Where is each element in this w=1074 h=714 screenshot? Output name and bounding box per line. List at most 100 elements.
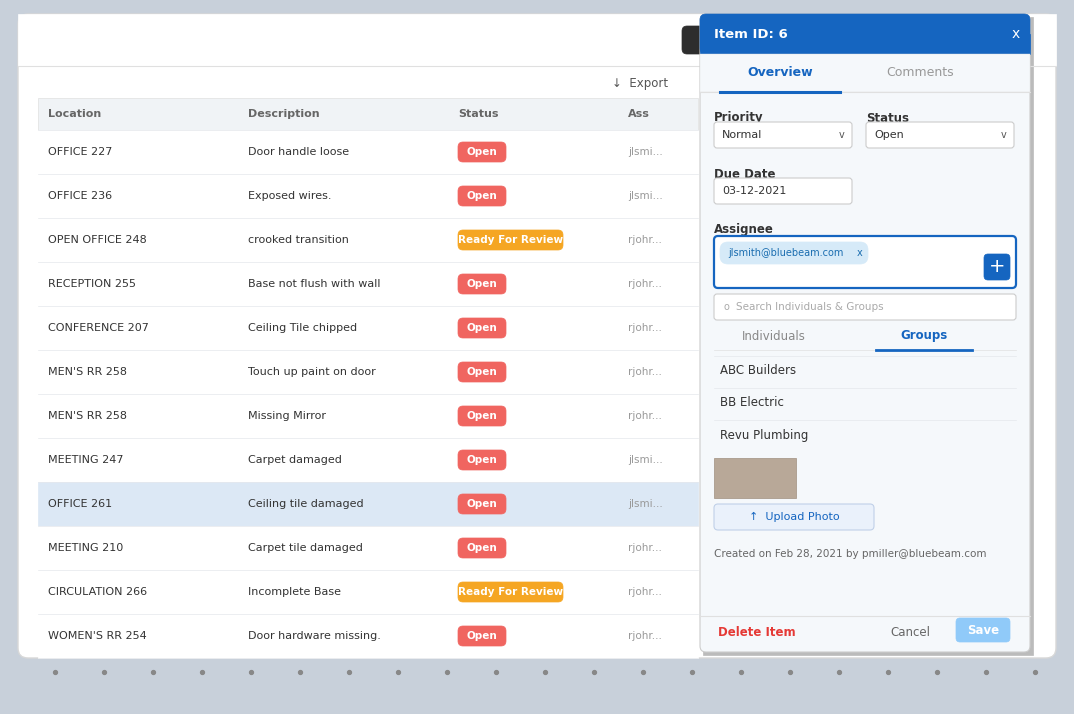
Bar [38, 98, 698, 130]
Text: rjohr...: rjohr... [628, 411, 662, 421]
FancyBboxPatch shape [714, 122, 852, 148]
Text: Description: Description [248, 109, 320, 119]
Text: v: v [839, 130, 845, 140]
Bar [18, 14, 1056, 66]
Text: Team: Team [906, 34, 938, 46]
Text: x: x [857, 248, 862, 258]
Bar [38, 614, 698, 658]
Text: jlsmi...: jlsmi... [628, 499, 663, 509]
Text: Assignee: Assignee [714, 223, 774, 236]
FancyBboxPatch shape [714, 294, 1016, 320]
Text: jlsmi...: jlsmi... [628, 147, 663, 157]
Text: Cancel: Cancel [890, 625, 930, 638]
Bar [38, 174, 698, 218]
Text: Exposed wires.: Exposed wires. [248, 191, 332, 201]
FancyBboxPatch shape [458, 318, 506, 338]
Text: rjohr...: rjohr... [628, 323, 662, 333]
Text: x: x [1012, 27, 1020, 41]
Bar [38, 306, 698, 350]
Text: OFFICE 261: OFFICE 261 [48, 499, 112, 509]
FancyBboxPatch shape [700, 14, 1030, 652]
Text: Missing Mirror: Missing Mirror [248, 411, 326, 421]
Text: Door hardware missing.: Door hardware missing. [248, 631, 381, 641]
FancyBboxPatch shape [458, 362, 506, 382]
Bar [38, 438, 698, 482]
Text: MEETING 210: MEETING 210 [48, 543, 124, 553]
Text: +: + [989, 258, 1005, 276]
Bar [700, 54, 1030, 92]
Text: ↓  Export: ↓ Export [612, 78, 668, 91]
Text: 03-12-2021: 03-12-2021 [722, 186, 786, 196]
FancyBboxPatch shape [700, 14, 1030, 54]
Text: Individuals: Individuals [742, 329, 806, 343]
Text: Open: Open [874, 130, 903, 140]
Text: rjohr...: rjohr... [628, 279, 662, 289]
FancyBboxPatch shape [942, 28, 966, 52]
FancyBboxPatch shape [956, 618, 1010, 642]
Text: Base not flush with wall: Base not flush with wall [248, 279, 380, 289]
Bar [38, 526, 698, 570]
Bar [38, 570, 698, 614]
Text: Door handle loose: Door handle loose [248, 147, 349, 157]
Text: Open: Open [466, 323, 497, 333]
Text: Open: Open [466, 191, 497, 201]
Text: Open: Open [466, 455, 497, 465]
Text: Groups: Groups [900, 329, 947, 343]
Text: jlsmith@bluebeam.com: jlsmith@bluebeam.com [728, 248, 843, 258]
Text: Ceiling tile damaged: Ceiling tile damaged [248, 499, 364, 509]
FancyBboxPatch shape [682, 26, 770, 54]
Bar [714, 458, 796, 498]
Text: Comments: Comments [886, 66, 954, 79]
Text: Ceiling Tile chipped: Ceiling Tile chipped [248, 323, 358, 333]
FancyBboxPatch shape [458, 626, 506, 646]
Text: MEETING 247: MEETING 247 [48, 455, 124, 465]
FancyBboxPatch shape [458, 186, 506, 206]
Text: jlsmi...: jlsmi... [628, 191, 663, 201]
Text: ABC Builders: ABC Builders [720, 365, 796, 378]
Text: Open: Open [466, 543, 497, 553]
Text: rjohr...: rjohr... [628, 631, 662, 641]
Text: Delete Item: Delete Item [719, 625, 796, 638]
Text: Touch up paint on door: Touch up paint on door [248, 367, 376, 377]
Bar [38, 394, 698, 438]
Text: Map View: Map View [788, 34, 845, 46]
Text: Settings: Settings [854, 34, 902, 46]
Text: OFFICE 227: OFFICE 227 [48, 147, 113, 157]
Text: CONFERENCE 207: CONFERENCE 207 [48, 323, 149, 333]
Text: o: o [724, 302, 730, 312]
FancyBboxPatch shape [720, 242, 868, 264]
Text: Location: Location [48, 109, 101, 119]
FancyBboxPatch shape [458, 450, 506, 470]
Text: Save: Save [967, 623, 999, 636]
Text: O: O [979, 34, 989, 46]
FancyBboxPatch shape [972, 28, 996, 52]
Text: rjohr...: rjohr... [628, 587, 662, 597]
Text: Normal: Normal [722, 130, 763, 140]
Text: ↑  Upload Photo: ↑ Upload Photo [749, 512, 839, 522]
Text: Revu Plumbing: Revu Plumbing [720, 428, 809, 441]
FancyBboxPatch shape [458, 494, 506, 514]
Text: Carpet damaged: Carpet damaged [248, 455, 342, 465]
Bar [38, 262, 698, 306]
FancyBboxPatch shape [458, 274, 506, 294]
Text: Open: Open [466, 147, 497, 157]
Text: jlsmi...: jlsmi... [628, 455, 663, 465]
Text: ?: ? [950, 34, 957, 46]
Bar [38, 218, 698, 262]
Text: Item ID: 6: Item ID: 6 [714, 28, 787, 41]
FancyBboxPatch shape [866, 122, 1014, 148]
FancyBboxPatch shape [984, 254, 1010, 280]
Text: Open: Open [466, 279, 497, 289]
Bar [700, 34, 1030, 54]
Text: Open: Open [466, 411, 497, 421]
Text: Ready For Review: Ready For Review [458, 587, 563, 597]
Text: MEN'S RR 258: MEN'S RR 258 [48, 411, 127, 421]
Bar [703, 17, 1033, 655]
Text: MEN'S RR 258: MEN'S RR 258 [48, 367, 127, 377]
Text: Status: Status [458, 109, 498, 119]
Text: crooked transition: crooked transition [248, 235, 349, 245]
Text: rjohr...: rjohr... [628, 543, 662, 553]
Text: Created on Feb 28, 2021 by pmiller@bluebeam.com: Created on Feb 28, 2021 by pmiller@blueb… [714, 549, 987, 559]
FancyBboxPatch shape [18, 14, 1056, 658]
FancyBboxPatch shape [458, 142, 506, 162]
